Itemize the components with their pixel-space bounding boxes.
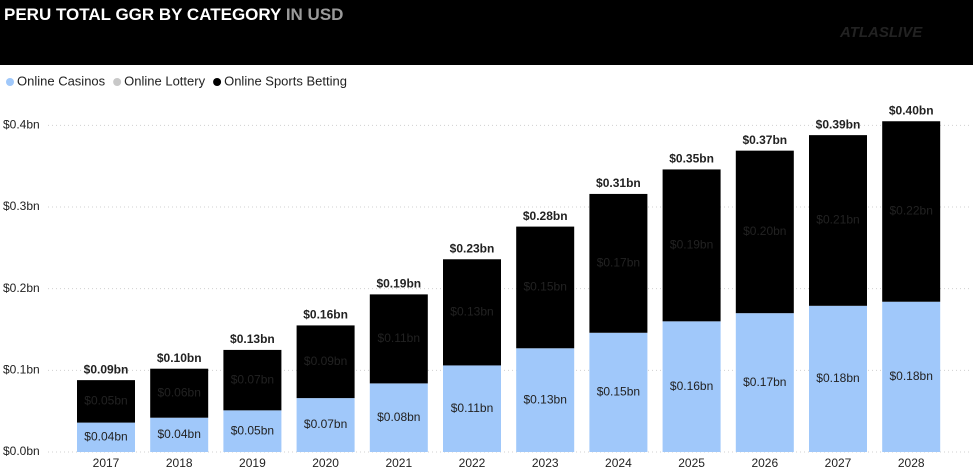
total-label: $0.35bn: [669, 152, 714, 166]
value-label: $0.05bn: [231, 423, 274, 437]
value-label: $0.07bn: [231, 372, 274, 386]
total-label: $0.09bn: [84, 362, 129, 376]
bar-segment: [150, 368, 209, 418]
value-label: $0.08bn: [377, 410, 420, 424]
legend-swatch: [213, 78, 222, 86]
value-label: $0.04bn: [158, 427, 201, 441]
legend-swatch: [6, 78, 14, 86]
value-label: $0.11bn: [451, 401, 494, 415]
bar-segment: [296, 325, 355, 399]
x-tick-label: 2020: [312, 456, 339, 470]
y-tick-label: $0.0bn: [3, 444, 40, 458]
x-tick-label: 2021: [385, 456, 412, 470]
bar-segment: [809, 305, 867, 452]
total-label: $0.37bn: [742, 133, 787, 147]
value-label: $0.15bn: [597, 385, 640, 399]
total-label: $0.31bn: [596, 176, 641, 190]
x-tick-label: 2028: [898, 456, 925, 470]
value-label: $0.06bn: [158, 385, 201, 399]
x-tick-label: 2026: [751, 456, 778, 470]
title-suffix: IN USD: [286, 5, 344, 24]
bar-segment: [223, 349, 282, 411]
chart-title: PERU TOTAL GGR BY CATEGORY IN USD: [4, 5, 343, 24]
value-label: $0.17bn: [597, 256, 640, 270]
value-label: $0.04bn: [84, 429, 127, 443]
value-label: $0.13bn: [524, 392, 567, 406]
bar-segment: [223, 410, 282, 452]
x-tick-label: 2018: [166, 456, 193, 470]
value-label: $0.13bn: [450, 305, 493, 319]
value-label: $0.11bn: [378, 331, 421, 345]
bar-segment: [369, 383, 428, 452]
value-label: $0.18bn: [816, 371, 859, 385]
x-tick-label: 2019: [239, 456, 266, 470]
title-main: PERU TOTAL GGR BY CATEGORY: [4, 5, 282, 24]
y-tick-label: $0.3bn: [3, 199, 40, 213]
x-tick-label: 2025: [678, 456, 705, 470]
value-label: $0.19bn: [670, 238, 713, 252]
bar-segment: [882, 121, 941, 302]
legend-label: Online Sports Betting: [224, 73, 347, 88]
bar-segment: [662, 321, 721, 452]
value-label: $0.07bn: [304, 417, 347, 431]
value-label: $0.05bn: [84, 394, 127, 408]
bar-segment: [443, 365, 501, 452]
y-tick-label: $0.4bn: [3, 118, 40, 132]
bar-segment: [809, 135, 867, 306]
bar-segment: [369, 294, 428, 384]
bar-segment: [589, 193, 648, 333]
value-label: $0.16bn: [670, 379, 713, 393]
legend-label: Online Lottery: [124, 73, 205, 88]
value-label: $0.22bn: [890, 204, 933, 218]
bar-segment: [150, 417, 209, 452]
legend-label: Online Casinos: [17, 73, 106, 88]
header-band: [0, 0, 973, 65]
bar-segment: [516, 348, 575, 452]
bar-segment: [735, 150, 794, 314]
bar-segment: [77, 380, 135, 423]
x-tick-label: 2017: [93, 456, 120, 470]
bar-segment: [516, 226, 575, 349]
y-tick-label: $0.2bn: [3, 281, 40, 295]
y-tick-label: $0.1bn: [3, 363, 40, 377]
bar-segment: [735, 313, 794, 452]
value-label: $0.18bn: [890, 369, 933, 383]
value-label: $0.15bn: [524, 280, 567, 294]
total-label: $0.19bn: [376, 277, 421, 291]
x-tick-label: 2024: [605, 456, 632, 470]
total-label: $0.10bn: [157, 351, 202, 365]
total-label: $0.23bn: [450, 241, 495, 255]
total-label: $0.13bn: [230, 332, 275, 346]
brand-logo: ATLASLIVE: [839, 24, 923, 41]
x-tick-label: 2023: [532, 456, 559, 470]
value-label: $0.09bn: [304, 354, 347, 368]
total-label: $0.39bn: [816, 117, 861, 131]
value-label: $0.17bn: [743, 375, 786, 389]
bar-segment: [77, 422, 135, 452]
value-label: $0.20bn: [743, 224, 786, 238]
total-label: $0.16bn: [303, 308, 348, 322]
bar-segment: [589, 332, 648, 452]
x-tick-label: 2027: [825, 456, 852, 470]
bar-segment: [882, 301, 941, 452]
bar-segment: [296, 398, 355, 452]
x-tick-label: 2022: [459, 456, 486, 470]
total-label: $0.28bn: [523, 209, 568, 223]
value-label: $0.21bn: [816, 213, 859, 227]
total-label: $0.40bn: [889, 103, 934, 117]
legend-swatch: [113, 78, 122, 86]
bar-segment: [443, 259, 501, 366]
bar-segment: [662, 169, 721, 322]
